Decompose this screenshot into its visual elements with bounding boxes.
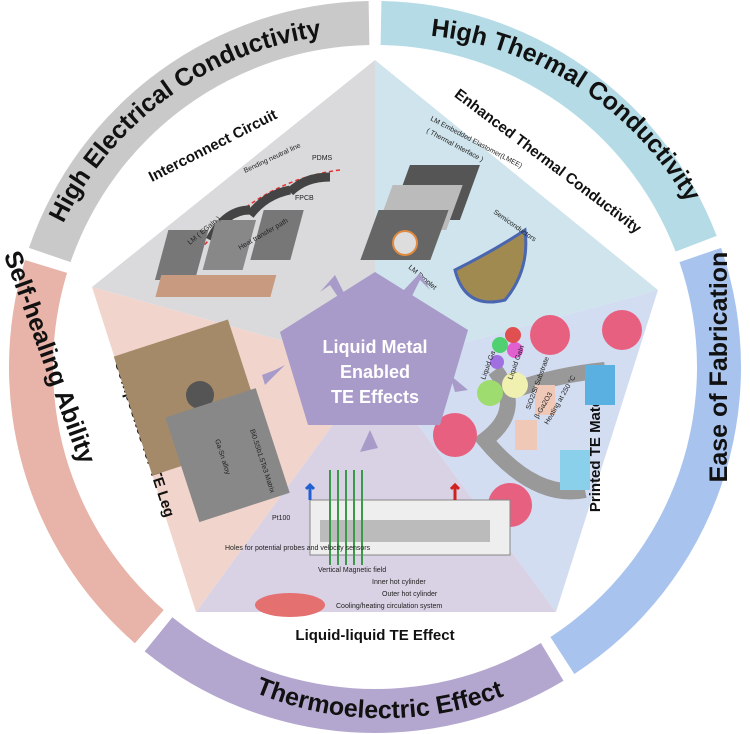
center-title-line-1: Liquid Metal: [323, 337, 428, 357]
center-title-line-3: TE Effects: [331, 387, 419, 407]
center-title-line-2: Enabled: [340, 362, 410, 382]
ring-segment-electrical: [28, 1, 370, 263]
ring-segment-thermal: [380, 1, 717, 252]
annotation-pt100: Pt100: [272, 515, 290, 522]
annotation-outer-cylinder: Outer hot cylinder: [382, 591, 438, 598]
printed-illustration: Heating at 250 °C β-Ga2O3 SiO2/Si Substr…: [433, 310, 642, 527]
annotation-pdms: PDMS: [312, 155, 333, 162]
liquid-liquid-illustration: Pt100 Holes for potential probes and vel…: [225, 470, 511, 617]
ring-label-fabrication: Ease of Fabrication: [705, 252, 733, 483]
liquid-ga-icon: [477, 380, 503, 406]
center-pentagon: [280, 272, 468, 425]
ring-segment-thermoelectric: [144, 617, 564, 733]
composites-illustration: Bi0.5Sb1.5Te3 Matrix Ga-Sn alloy: [113, 319, 290, 523]
ring-segment-fabrication: [550, 247, 741, 674]
annotation-inner-cylinder: Inner hot cylinder: [372, 579, 426, 586]
annotation-circulation: Cooling/heating circulation system: [336, 603, 442, 610]
panel-label-liquid-liquid: Liquid-liquid TE Effect: [295, 627, 454, 644]
annotation-fpcb: FPCB: [295, 195, 314, 202]
panel-thermal: [375, 60, 658, 367]
annotation-holes: Holes for potential probes and velocity …: [225, 545, 371, 552]
ring-segment-self-healing: [8, 259, 164, 644]
annotation-magnetic-field: Vertical Magnetic field: [318, 567, 386, 574]
